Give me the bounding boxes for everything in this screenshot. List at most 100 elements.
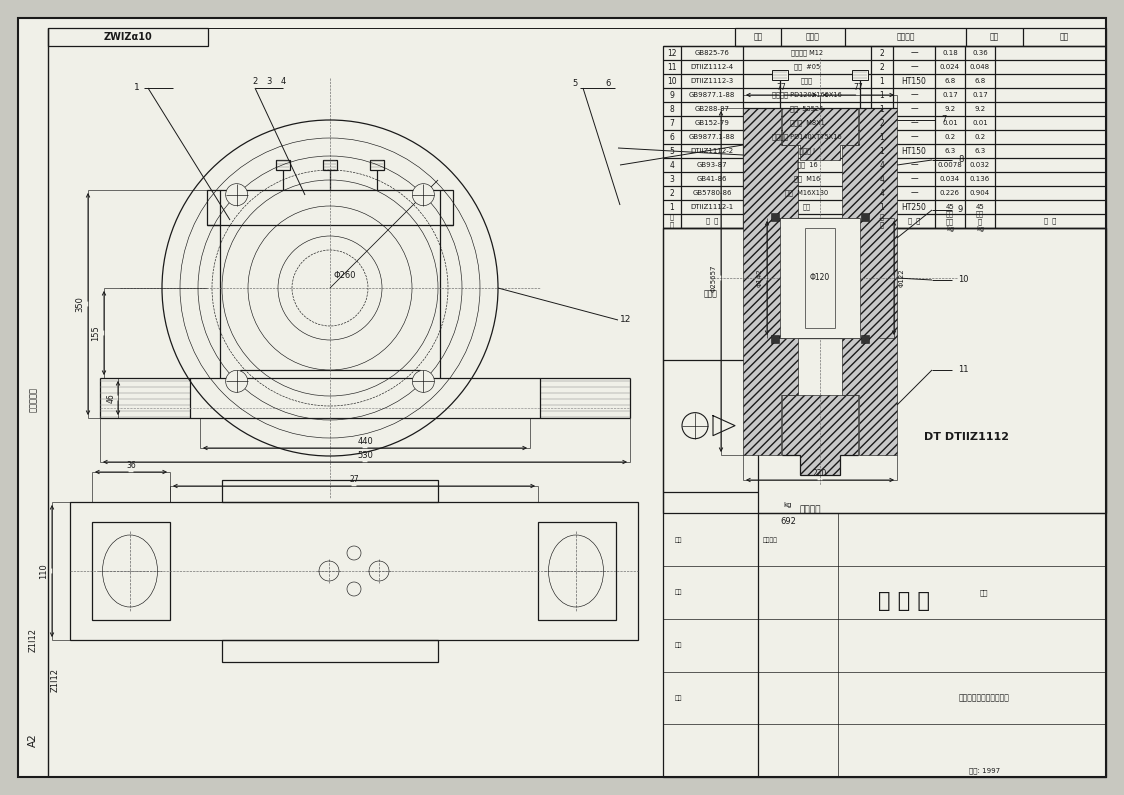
Text: 10: 10 bbox=[668, 76, 677, 86]
Circle shape bbox=[413, 370, 434, 393]
Text: 9.2: 9.2 bbox=[944, 106, 955, 112]
Text: Φ25657: Φ25657 bbox=[711, 264, 717, 292]
Text: 透盖山: 透盖山 bbox=[801, 78, 813, 84]
Text: 文件号: 文件号 bbox=[806, 33, 819, 41]
Text: 27: 27 bbox=[350, 475, 359, 483]
Text: 0.226: 0.226 bbox=[940, 190, 960, 196]
Text: 2: 2 bbox=[670, 188, 674, 197]
Text: —: — bbox=[910, 63, 918, 72]
Text: 0.36: 0.36 bbox=[972, 50, 988, 56]
Bar bbox=[861, 213, 869, 221]
Text: 2: 2 bbox=[880, 118, 885, 127]
Text: GB93-87: GB93-87 bbox=[697, 162, 727, 168]
Text: 692: 692 bbox=[780, 517, 796, 526]
Text: 36: 36 bbox=[126, 460, 136, 470]
Text: 弹性圈  M8X1: 弹性圈 M8X1 bbox=[790, 120, 824, 126]
Text: 11: 11 bbox=[958, 366, 969, 374]
Bar bbox=[370, 160, 384, 170]
Text: 日期: 日期 bbox=[1060, 33, 1069, 41]
Bar bbox=[663, 46, 1106, 228]
Text: 1: 1 bbox=[670, 203, 674, 211]
Bar bbox=[663, 228, 1106, 777]
Text: 0.01: 0.01 bbox=[972, 120, 988, 126]
Text: 图日: 1997: 图日: 1997 bbox=[969, 768, 999, 774]
Text: 0.17: 0.17 bbox=[942, 92, 958, 98]
Polygon shape bbox=[842, 108, 897, 455]
Circle shape bbox=[413, 184, 434, 206]
Bar bbox=[771, 335, 779, 343]
Text: 1: 1 bbox=[880, 76, 885, 86]
Text: 单件
重量
kg: 单件 重量 kg bbox=[946, 211, 954, 231]
Text: 序
号: 序 号 bbox=[670, 214, 674, 228]
Bar bbox=[735, 28, 1106, 46]
Text: DTIIZ1112-4: DTIIZ1112-4 bbox=[690, 64, 734, 70]
Text: 图纸文件号: 图纸文件号 bbox=[28, 387, 37, 413]
Text: 全图号: 全图号 bbox=[704, 289, 717, 298]
Text: 12: 12 bbox=[668, 48, 677, 57]
Text: 6.3: 6.3 bbox=[944, 148, 955, 154]
Text: —: — bbox=[910, 104, 918, 114]
Text: Φ142: Φ142 bbox=[756, 269, 763, 287]
Text: 4: 4 bbox=[280, 77, 285, 87]
Text: 备  注: 备 注 bbox=[1044, 218, 1057, 224]
Text: 直驱宁运永机械有限公司: 直驱宁运永机械有限公司 bbox=[959, 693, 1009, 703]
Bar bbox=[780, 218, 860, 338]
Text: 油盖  #05: 油盖 #05 bbox=[794, 64, 821, 70]
Text: 骨架油封 PD120X160X16: 骨架油封 PD120X160X16 bbox=[772, 91, 842, 99]
Text: DT DTIIZ1112: DT DTIIZ1112 bbox=[924, 432, 1009, 441]
Text: 骨架油封 PD140XT75X16: 骨架油封 PD140XT75X16 bbox=[772, 134, 842, 140]
Text: 4: 4 bbox=[880, 188, 885, 197]
Bar bbox=[538, 522, 616, 620]
Circle shape bbox=[226, 370, 247, 393]
Text: 处数: 处数 bbox=[753, 33, 762, 41]
Text: DTIIZ1112-1: DTIIZ1112-1 bbox=[690, 204, 734, 210]
Text: GB288-87: GB288-87 bbox=[695, 106, 729, 112]
Text: 1: 1 bbox=[880, 203, 885, 211]
Text: 座体: 座体 bbox=[803, 204, 812, 211]
Bar bbox=[70, 502, 638, 640]
Text: 3: 3 bbox=[670, 174, 674, 184]
Text: 批入: 批入 bbox=[676, 695, 682, 700]
Text: 10: 10 bbox=[958, 276, 969, 285]
Text: 7: 7 bbox=[670, 118, 674, 127]
Text: 批计: 批计 bbox=[676, 537, 682, 543]
Text: 6.3: 6.3 bbox=[975, 148, 986, 154]
Text: 0.034: 0.034 bbox=[940, 176, 960, 182]
Text: 9: 9 bbox=[958, 205, 963, 215]
Text: 46: 46 bbox=[107, 393, 116, 403]
Text: 0.024: 0.024 bbox=[940, 64, 960, 70]
Text: 8: 8 bbox=[958, 156, 963, 165]
Bar bbox=[852, 70, 868, 80]
Bar bbox=[861, 335, 869, 343]
Bar bbox=[223, 640, 438, 662]
Text: 5: 5 bbox=[670, 146, 674, 156]
Text: 材  料: 材 料 bbox=[908, 218, 921, 224]
Text: 0.048: 0.048 bbox=[970, 64, 990, 70]
Text: 轴承  53524: 轴承 53524 bbox=[790, 106, 824, 112]
Text: 轴 承 座: 轴 承 座 bbox=[878, 591, 931, 611]
Text: 螺母  M16: 螺母 M16 bbox=[794, 176, 821, 182]
Text: 45: 45 bbox=[976, 204, 985, 210]
Text: GB9877.1-88: GB9877.1-88 bbox=[689, 92, 735, 98]
Text: 77: 77 bbox=[777, 83, 787, 92]
Text: GB825-76: GB825-76 bbox=[695, 50, 729, 56]
Bar bbox=[772, 70, 788, 80]
Text: 1: 1 bbox=[880, 91, 885, 99]
Text: 0.17: 0.17 bbox=[972, 92, 988, 98]
Text: ZWIZα10: ZWIZα10 bbox=[103, 32, 153, 42]
Text: 螺栓  M16X130: 螺栓 M16X130 bbox=[786, 190, 828, 196]
Text: —: — bbox=[910, 174, 918, 184]
Text: 9.2: 9.2 bbox=[975, 106, 986, 112]
Text: —: — bbox=[910, 133, 918, 142]
Text: —: — bbox=[910, 91, 918, 99]
Text: 2: 2 bbox=[880, 48, 885, 57]
Bar bbox=[92, 522, 170, 620]
Text: 1: 1 bbox=[880, 133, 885, 142]
Text: Z1I12: Z1I12 bbox=[28, 628, 37, 652]
Text: DTIIZ1112-2: DTIIZ1112-2 bbox=[690, 148, 734, 154]
Polygon shape bbox=[743, 108, 798, 455]
Text: 名    称: 名 称 bbox=[799, 218, 815, 224]
Bar bbox=[771, 213, 779, 221]
Text: 6: 6 bbox=[670, 133, 674, 142]
Text: —: — bbox=[910, 48, 918, 57]
